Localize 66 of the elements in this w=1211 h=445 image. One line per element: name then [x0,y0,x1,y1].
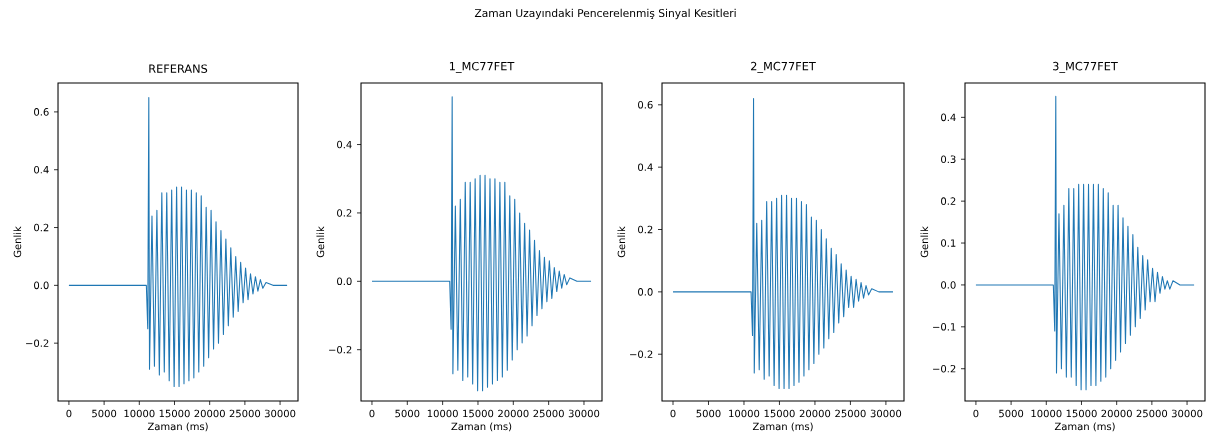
y-tick-label: 0.4 [941,113,956,122]
x-tick-label: 5000 [696,409,721,418]
y-tick-label: 0.0 [941,281,956,289]
y-tick-label: 0.4 [337,140,352,149]
y-axis-title: Genlik [13,226,22,258]
chart-title: 3_MC77FET [1053,61,1118,73]
x-tick-label: 30000 [1171,409,1203,418]
x-tick-label: 5000 [92,409,117,418]
x-tick-label: 0 [66,409,72,418]
x-axis-title: Zaman (ms) [1054,422,1115,432]
line-series [371,96,592,392]
line-series [68,96,288,388]
x-tick-label: 0 [973,409,979,418]
y-tick-label: −0.2 [933,364,956,373]
x-axis-title: Zaman (ms) [752,422,813,432]
chart-title: 2_MC77FET [751,61,816,73]
y-tick-label: 0.3 [941,155,956,164]
y-tick-label: 0.4 [34,165,49,174]
y-tick-label: −0.2 [329,345,352,354]
x-axis-title: Zaman (ms) [451,422,512,432]
y-tick-label: 0.0 [337,277,352,286]
x-axis-title: Zaman (ms) [147,422,208,432]
y-axis-title: Genlik [617,226,626,258]
y-axis-title: Genlik [920,226,929,258]
y-tick-label: 0.2 [34,223,49,232]
y-tick-label: 0.2 [638,225,653,234]
x-tick-label: 10000 [124,409,155,418]
x-tick-label: 20000 [799,409,831,418]
x-tick-label: 30000 [568,409,600,418]
chart-title: REFERANS [149,64,208,73]
x-tick-label: 0 [670,409,676,418]
y-tick-label: 0.6 [638,101,653,109]
y-tick-label: 0.4 [638,163,653,171]
y-tick-label: −0.1 [933,323,956,331]
x-tick-label: 10000 [729,409,760,418]
x-tick-label: 25000 [229,409,261,418]
y-tick-label: 0.1 [941,239,956,247]
x-tick-label: 15000 [1066,409,1097,418]
chart-title: 1_MC77FET [449,61,515,73]
y-tick-label: 0.2 [337,209,352,217]
y-axis-title: Genlik [316,226,325,258]
x-tick-label: 5000 [395,409,420,418]
x-tick-label: 10000 [427,409,458,418]
x-tick-label: 15000 [764,409,795,418]
x-tick-label: 0 [369,409,375,418]
x-tick-label: 20000 [498,409,529,418]
y-tick-label: 0.0 [34,281,49,290]
x-tick-label: 30000 [870,409,902,418]
x-tick-label: 25000 [1136,409,1168,418]
y-tick-label: 0.6 [34,108,49,116]
x-tick-label: 10000 [1031,409,1062,418]
x-tick-label: 5000 [999,409,1024,418]
x-tick-label: 15000 [463,409,494,418]
x-tick-label: 25000 [533,409,564,418]
line-series [975,95,1195,391]
line-series [672,98,894,390]
y-tick-label: −0.2 [630,350,653,359]
x-tick-label: 30000 [264,409,296,418]
x-tick-label: 15000 [159,409,190,418]
y-tick-label: 0.0 [638,288,653,296]
x-tick-label: 25000 [835,409,866,418]
text: Zaman Uzayındaki Pencerelenmiş Sinyal Kesitleri [474,8,736,20]
x-tick-label: 20000 [1101,409,1132,418]
y-tick-label: −0.2 [26,339,49,347]
y-tick-label: 0.2 [941,197,956,205]
x-tick-label: 20000 [194,409,225,418]
